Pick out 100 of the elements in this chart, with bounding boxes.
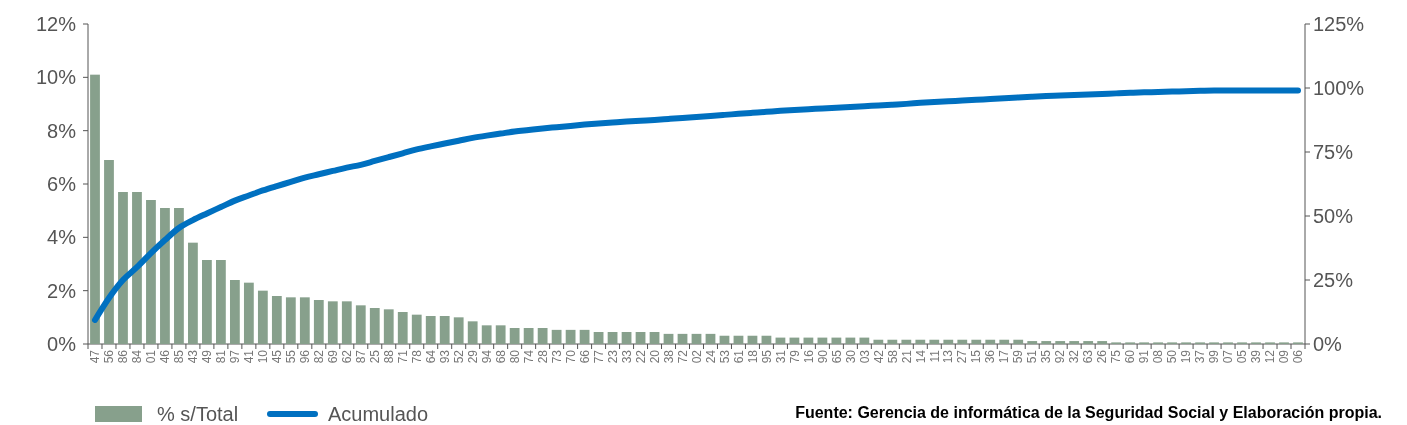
bar [174,208,184,344]
x-tick-label: 18 [745,349,760,364]
bar [425,316,436,344]
x-tick-label: 29 [465,349,480,364]
x-tick-label: 51 [1025,349,1040,364]
bar [481,325,492,344]
x-tick-label: 26 [1095,349,1110,364]
bar [565,329,576,344]
x-tick-label: 09 [1277,349,1292,364]
x-tick-label: 55 [284,349,299,364]
bar [621,332,632,344]
x-tick-label: 43 [186,349,201,364]
bar [118,192,128,344]
y2-tick-label: 50% [1313,205,1354,227]
x-tick-label: 84 [130,349,145,364]
bar [691,333,702,344]
x-tick-label: 06 [1291,349,1306,364]
x-tick-label: 87 [353,349,368,364]
y-tick-label: 4% [47,226,77,249]
bar [1097,341,1108,344]
legend-label: Acumulado [328,403,429,425]
bar [313,300,324,344]
x-tick-label: 23 [605,349,620,364]
bar [859,337,870,344]
x-tick-label: 41 [242,349,257,364]
y2-tick-label: 0% [1313,333,1343,355]
x-tick-label: 27 [955,349,970,364]
x-tick-label: 30 [843,349,858,364]
x-tick-label: 64 [423,349,438,364]
x-tick-label: 95 [759,349,774,364]
x-tick-label: 65 [829,349,844,364]
bar [453,317,464,344]
bar [663,333,674,344]
bar [1055,341,1066,344]
x-tick-label: 85 [172,349,187,364]
bar [1041,341,1052,344]
bar [271,296,282,344]
bar [845,337,856,344]
bar [593,332,604,344]
x-tick-label: 58 [885,349,900,364]
x-tick-label: 15 [969,349,984,364]
x-tick-label: 32 [1067,349,1082,364]
x-tick-label: 42 [871,349,886,364]
x-tick-label: 22 [633,349,648,364]
bar [887,339,898,344]
bar [873,339,884,344]
bar [635,332,646,344]
x-tick-label: 14 [913,349,928,364]
bar [411,314,422,344]
bar [369,308,380,344]
bar [243,282,254,344]
x-tick-label: 61 [731,349,746,364]
bar [985,339,996,344]
x-tick-label: 88 [381,349,396,364]
bar [999,339,1010,344]
x-tick-label: 74 [521,349,536,364]
bar [188,242,198,344]
bar [1069,341,1080,344]
x-tick-label: 56 [102,349,117,364]
x-tick-label: 70 [563,349,578,364]
bar [579,329,590,344]
bar [929,339,940,344]
y-tick-label: 10% [35,66,77,89]
x-tick-label: 10 [256,349,271,364]
x-tick-label: 96 [298,349,313,364]
x-tick-label: 99 [1207,349,1222,364]
x-tick-label: 78 [409,349,424,364]
x-tick-label: 31 [773,349,788,364]
x-tick-label: 24 [703,349,718,364]
x-tick-label: 59 [1011,349,1026,364]
bar [1013,339,1024,344]
x-tick-label: 36 [983,349,998,364]
x-tick-label: 49 [200,349,215,364]
legend-label: % s/Total [157,403,239,425]
bar [132,192,142,344]
bar [90,74,100,344]
x-tick-label: 53 [717,349,732,364]
bar [1083,341,1094,344]
x-tick-label: 60 [1123,349,1138,364]
x-tick-label: 73 [549,349,564,364]
x-tick-label: 71 [395,349,410,364]
y2-tick-label: 125% [1313,13,1365,35]
x-tick-label: 82 [312,349,327,364]
bar [285,297,296,344]
bar [341,301,352,344]
source-note: Fuente: Gerencia de informática de la Seguridad Social y Elaboración propia. [795,404,1382,421]
x-tick-label: 21 [899,349,914,364]
x-tick-label: 08 [1151,349,1166,364]
x-tick-label: 13 [941,349,956,364]
x-tick-label: 39 [1249,349,1264,364]
bar [160,208,170,344]
x-tick-label: 28 [535,349,550,364]
x-tick-label: 69 [326,349,340,364]
bar [397,312,408,344]
bar [383,309,394,344]
x-tick-label: 35 [1039,349,1054,364]
x-tick-label: 62 [339,349,354,364]
bar [509,328,520,344]
y-tick-label: 0% [47,333,77,355]
x-tick-label: 94 [479,349,494,364]
